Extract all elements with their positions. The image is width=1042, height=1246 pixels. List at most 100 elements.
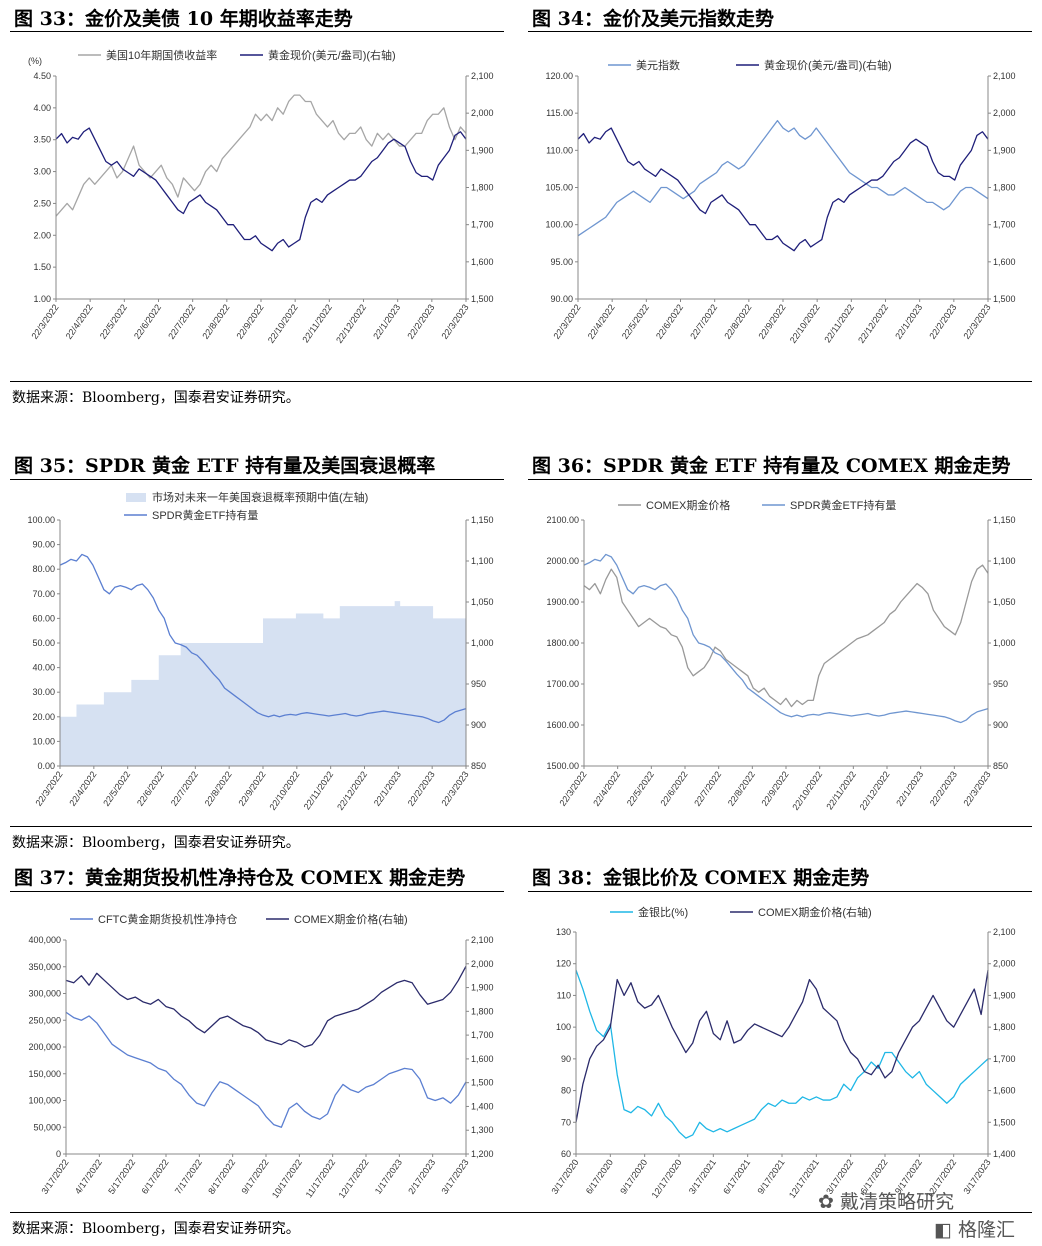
gelonghui-logo-icon: ◧	[934, 1219, 952, 1241]
y-right-tick-label: 2,000	[471, 108, 494, 118]
y-right-tick-label: 1,700	[471, 220, 494, 230]
y-right-tick-label: 1,150	[993, 515, 1016, 525]
y-right-tick-label: 1,800	[993, 1022, 1016, 1032]
x-tick-label: 3/17/2023	[961, 1157, 992, 1196]
y-right-tick-label: 1,400	[993, 1149, 1016, 1159]
y-tick-label: 250,000	[28, 1015, 61, 1025]
watermark-text: 格隆汇	[958, 1219, 1016, 1241]
y-tick-label: 1600.00	[546, 720, 579, 730]
y-tick-label: 1900.00	[546, 597, 579, 607]
series-line	[583, 553, 989, 724]
x-tick-label: 22/2/2023	[928, 769, 959, 808]
y-right-tick-label: 2,000	[993, 959, 1016, 969]
y-tick-label: 4.50	[33, 71, 51, 81]
y-right-tick-label: 1,050	[993, 597, 1016, 607]
y-right-tick-label: 1,700	[993, 220, 1016, 230]
y-tick-label: 130	[556, 927, 571, 937]
watermark-text: 戴清策略研究	[839, 1191, 954, 1213]
y-right-tick-label: 2,100	[471, 935, 494, 945]
x-tick-label: 22/1/2023	[371, 302, 402, 341]
y-tick-label: 3.50	[33, 135, 51, 145]
x-tick-label: 4/17/2022	[73, 1157, 104, 1196]
y-right-tick-label: 900	[993, 720, 1008, 730]
y-right-tick-label: 1,000	[471, 638, 494, 648]
figure-36-title: 图 36：SPDR 黄金 ETF 持有量及 COMEX 期金走势	[532, 455, 1011, 477]
chart-gold-vs-dxy: 90.00 95.00 100.00 105.00 110.00 115.00 120.00…	[545, 58, 1016, 345]
x-tick-label: 22/5/2022	[625, 769, 656, 808]
y-tick-label: 50.00	[32, 638, 55, 648]
legend-swatch	[126, 493, 146, 502]
x-tick-label: 22/2/2023	[406, 769, 437, 808]
y-tick-label: 110.00	[546, 145, 573, 155]
y-tick-label: 105.00	[545, 183, 573, 193]
x-tick-label: 22/7/2022	[688, 302, 719, 341]
y-tick-label: 70	[561, 1117, 571, 1127]
x-tick-label: 22/1/2023	[893, 302, 924, 341]
y-right-tick-label: 1,000	[993, 638, 1016, 648]
legend-label: 美元指数	[636, 58, 680, 72]
y-right-tick-label: 950	[471, 679, 486, 689]
y-right-tick-label: 1,600	[993, 1086, 1016, 1096]
y-tick-label: 30.00	[32, 687, 55, 697]
x-tick-label: 22/5/2022	[620, 302, 651, 341]
y-right-tick-label: 2,000	[993, 108, 1016, 118]
y-tick-label: 90.00	[550, 294, 573, 304]
x-tick-label: 22/5/2022	[101, 769, 132, 808]
legend-label: SPDR黄金ETF持有量	[790, 498, 896, 512]
x-tick-label: 22/3/2022	[557, 769, 588, 808]
legend-label: 市场对未来一年美国衰退概率预期中值(左轴)	[152, 490, 368, 504]
y-tick-label: 120	[556, 959, 571, 969]
x-tick-label: 22/4/2022	[591, 769, 622, 808]
y-tick-label: 150,000	[28, 1069, 61, 1079]
x-tick-label: 22/7/2022	[692, 769, 723, 808]
y-right-tick-label: 2,100	[993, 71, 1016, 81]
x-tick-label: 22/11/2022	[300, 302, 334, 344]
y-tick-label: 115.00	[546, 108, 573, 118]
x-tick-label: 12/17/2021	[787, 1157, 821, 1200]
chart-gold-silver-ratio: 60 70 80 90 100 110 120 130 1,400 1,500 1,600 1,700…	[549, 905, 1016, 1200]
y-tick-label: 100	[556, 1022, 571, 1032]
y-right-tick-label: 1,700	[993, 1054, 1016, 1064]
y-right-tick-label: 2,000	[471, 959, 494, 969]
series-line	[583, 564, 989, 708]
series-line	[55, 127, 467, 252]
y-tick-label: 80	[561, 1086, 571, 1096]
x-tick-label: 3/17/2023	[439, 1157, 470, 1196]
x-tick-label: 3/17/2021	[687, 1157, 718, 1196]
section-rule	[10, 381, 1032, 382]
y-tick-label: 1.00	[33, 294, 51, 304]
y-right-tick-label: 1,150	[471, 515, 494, 525]
y-tick-label: 1500.00	[546, 761, 579, 771]
title-rule	[528, 31, 1032, 32]
x-tick-label: 6/17/2022	[139, 1157, 170, 1196]
x-tick-label: 9/17/2021	[755, 1157, 786, 1196]
y-tick-label: 110	[557, 990, 571, 1000]
y-tick-label: 20.00	[32, 712, 55, 722]
y-tick-label: 80.00	[32, 564, 55, 574]
y-right-tick-label: 1,700	[471, 1030, 494, 1040]
x-tick-label: 22/8/2022	[726, 769, 757, 808]
series-line	[577, 119, 989, 237]
y-tick-label: 2000.00	[546, 556, 579, 566]
x-tick-label: 9/17/2020	[618, 1157, 649, 1196]
x-tick-label: 22/7/2022	[166, 302, 197, 341]
y-tick-label: 2.50	[33, 198, 51, 208]
y-right-tick-label: 1,200	[471, 1149, 494, 1159]
x-tick-label: 3/17/2022	[39, 1157, 70, 1196]
y-right-tick-label: 1,900	[993, 145, 1016, 155]
y-tick-label: 70.00	[32, 589, 55, 599]
watermark-wechat: ✿ 戴清策略研究	[818, 1187, 954, 1214]
figure-33-title: 图 33：金价及美债 10 年期收益率走势	[14, 8, 353, 30]
x-tick-label: 22/5/2022	[98, 302, 129, 341]
y-right-tick-label: 1,800	[471, 1006, 494, 1016]
x-tick-label: 12/17/2022	[337, 1157, 371, 1200]
y-tick-label: 90	[561, 1054, 571, 1064]
x-tick-label: 8/17/2022	[206, 1157, 237, 1196]
x-tick-label: 22/3/2022	[29, 302, 60, 341]
x-tick-label: 22/11/2022	[302, 769, 336, 811]
x-tick-label: 22/12/2022	[858, 769, 892, 812]
x-tick-label: 22/1/2023	[372, 769, 403, 808]
y-right-tick-label: 850	[471, 761, 486, 771]
legend-label: COMEX期金价格(右轴)	[758, 905, 872, 919]
legend-label: 黄金现价(美元/盎司)(右轴)	[268, 48, 396, 62]
